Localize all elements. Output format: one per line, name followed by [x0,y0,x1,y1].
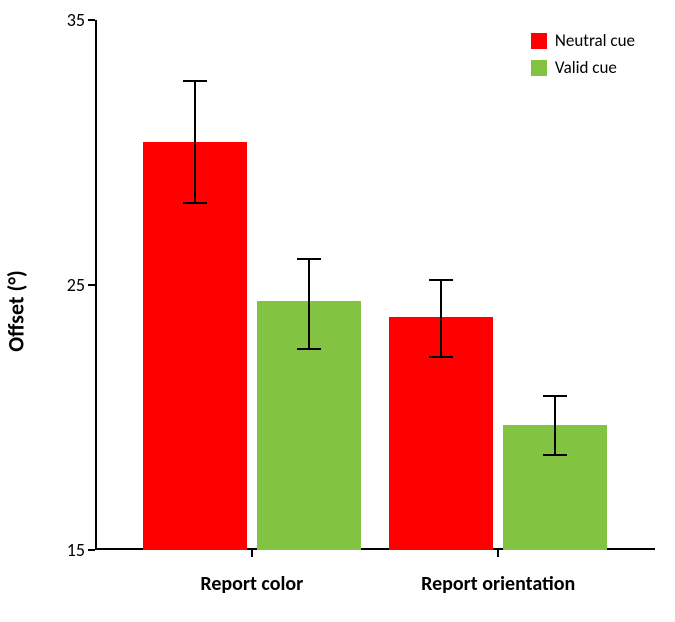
legend-item: Valid cue [531,57,635,78]
y-tick-mark [88,549,95,551]
x-tick-mark [251,550,253,557]
legend-swatch [531,33,547,49]
y-tick-mark [88,19,95,21]
chart-container: Offset (°) 152535Report colorReport orie… [0,0,675,622]
y-axis-line [95,20,97,550]
legend-label: Neutral cue [555,30,635,51]
x-tick-mark [497,550,499,557]
legend-label: Valid cue [555,57,617,78]
error-bar-cap [543,395,567,397]
error-bar-cap [429,279,453,281]
legend: Neutral cue Valid cue [531,30,635,84]
error-bar [554,396,556,454]
legend-swatch [531,60,547,76]
y-axis-title: Offset (°) [3,270,30,351]
error-bar-cap [543,454,567,456]
error-bar-cap [183,202,207,204]
error-bar-cap [183,80,207,82]
error-bar-cap [297,258,321,260]
error-bar [194,81,196,203]
legend-item: Neutral cue [531,30,635,51]
error-bar [308,259,310,349]
error-bar [440,280,442,357]
error-bar-cap [429,356,453,358]
y-tick-mark [88,284,95,286]
plot-area: 152535Report colorReport orientationNeut… [95,20,655,550]
error-bar-cap [297,348,321,350]
